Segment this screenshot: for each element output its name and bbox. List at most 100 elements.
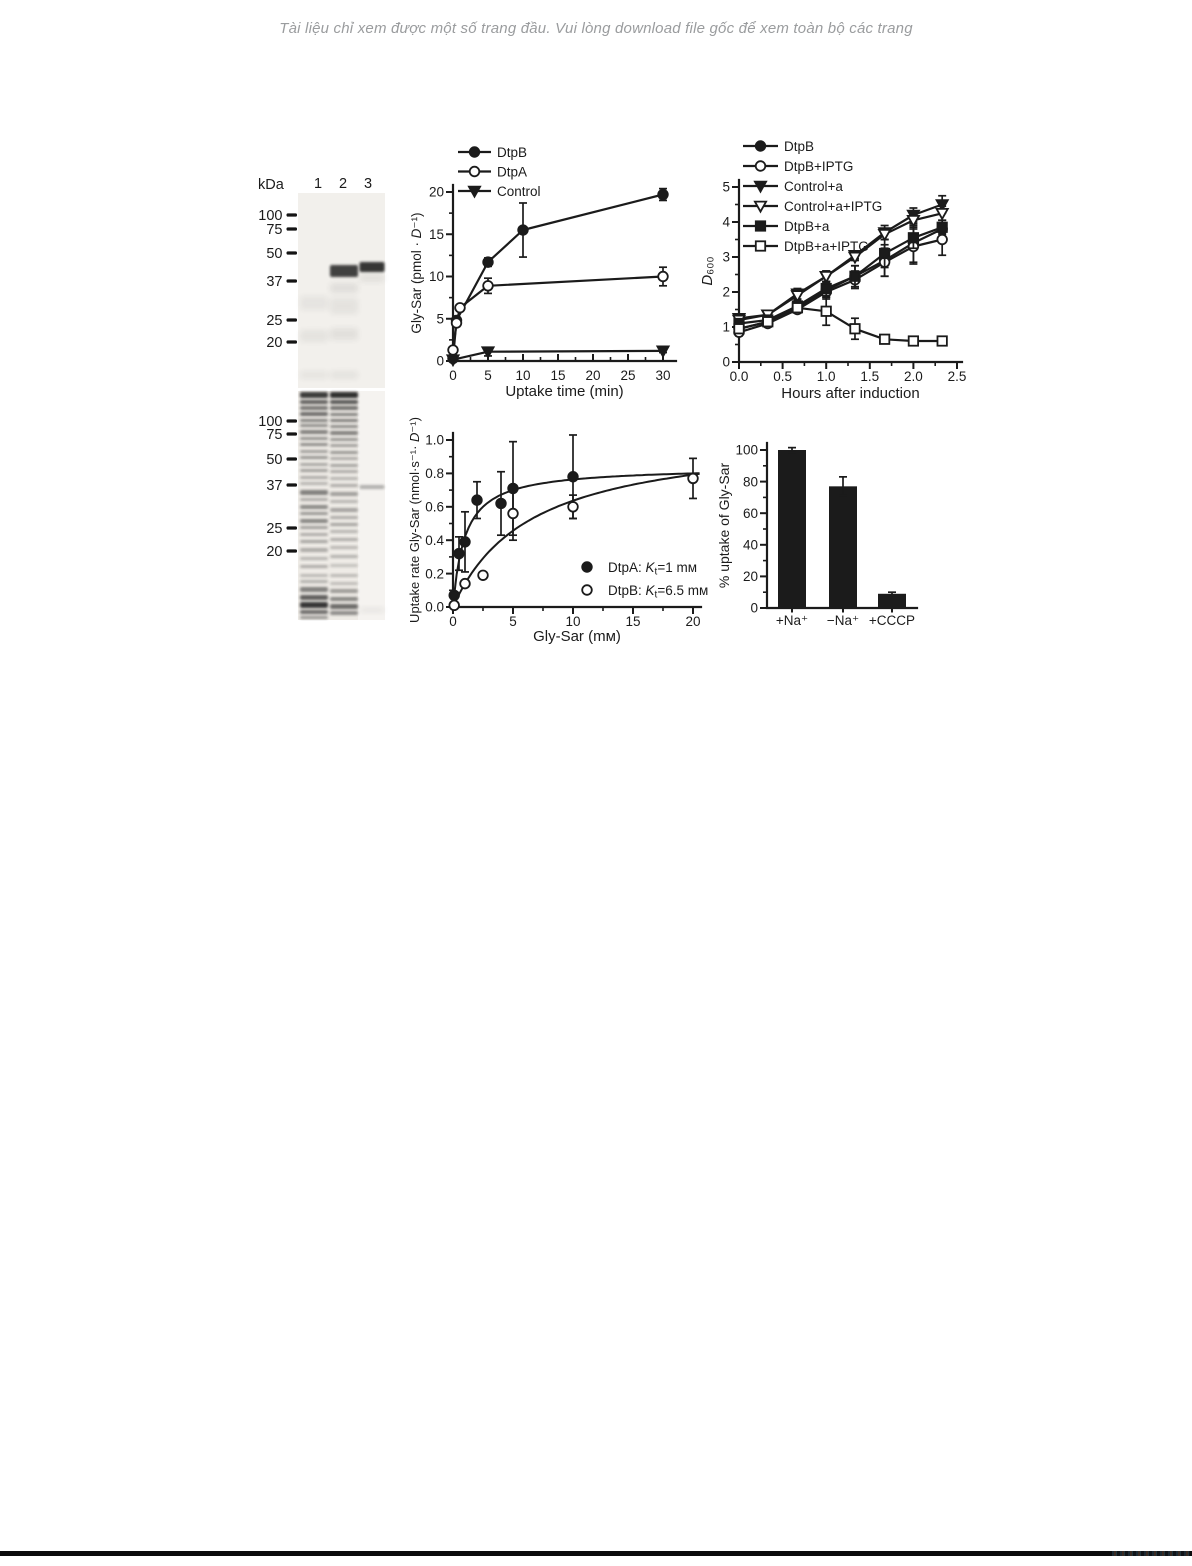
ticks: [760, 449, 767, 609]
svg-text:kDa: kDa: [258, 177, 285, 193]
svg-text:75: 75: [266, 222, 282, 238]
svg-text:10: 10: [515, 368, 530, 383]
svg-text:20: 20: [429, 185, 444, 200]
svg-text:D₆₀₀: D₆₀₀: [699, 256, 716, 285]
svg-text:20: 20: [585, 368, 600, 383]
svg-text:80: 80: [743, 474, 758, 489]
uptake-kinetics-chart: 0 5 10 15 20 0.0 0.2 0.4 0.6 0.8 1.0 Gly-Sar (mᴍ) Up…: [407, 417, 708, 645]
svg-text:1: 1: [722, 320, 730, 335]
svg-text:DtpB+a+IPTG: DtpB+a+IPTG: [784, 239, 869, 254]
series-DtpB: [447, 187, 669, 365]
series-DtpB+a+IPTG: [733, 296, 948, 347]
svg-text:1.0: 1.0: [817, 369, 836, 384]
svg-text:5: 5: [484, 368, 492, 383]
svg-text:0: 0: [449, 368, 457, 383]
svg-text:20: 20: [266, 335, 282, 351]
svg-text:25: 25: [266, 313, 282, 329]
svg-text:0.5: 0.5: [773, 369, 792, 384]
tick-labels: 0.0 0.5 1.0 1.5 2.0 2.5 0 1 2 3 4 5: [722, 180, 966, 384]
svg-text:2: 2: [722, 285, 730, 300]
svg-text:15: 15: [550, 368, 565, 383]
svg-text:0.0: 0.0: [730, 369, 749, 384]
svg-text:100: 100: [735, 443, 758, 458]
svg-text:20: 20: [743, 569, 758, 584]
svg-text:2.5: 2.5: [948, 369, 967, 384]
svg-text:Gly-Sar (pmol · D⁻¹): Gly-Sar (pmol · D⁻¹): [409, 212, 424, 333]
svg-text:Uptake time (min): Uptake time (min): [505, 383, 623, 400]
svg-text:50: 50: [266, 452, 282, 468]
svg-text:+CCCP: +CCCP: [869, 613, 915, 628]
svg-text:20: 20: [266, 544, 282, 560]
svg-text:100: 100: [258, 414, 282, 430]
axes: [451, 183, 678, 363]
svg-text:DtpB: DtpB: [497, 145, 527, 160]
tick-labels: 0 20 40 60 80 100: [735, 443, 758, 616]
svg-text:DtpB: Kt=6.5 mᴍ: DtpB: Kt=6.5 mᴍ: [608, 583, 708, 601]
svg-text:2.0: 2.0: [904, 369, 923, 384]
svg-text:0.4: 0.4: [425, 533, 444, 548]
svg-text:4: 4: [722, 215, 730, 230]
bars: +Na⁺ −Na⁺ +CCCP: [776, 446, 915, 628]
page-bottom-border: [0, 1551, 1192, 1556]
svg-text:Control+a+IPTG: Control+a+IPTG: [784, 199, 882, 214]
svg-text:5: 5: [509, 614, 517, 629]
svg-text:DtpB+a: DtpB+a: [784, 219, 830, 234]
svg-text:50: 50: [266, 246, 282, 262]
page-bottom-artifact: [1112, 1551, 1190, 1556]
growth-curve-chart: 0.0 0.5 1.0 1.5 2.0 2.5 0 1 2 3 4 5 Hours after indu…: [699, 139, 966, 402]
svg-text:Hours after induction: Hours after induction: [781, 385, 919, 402]
svg-text:60: 60: [743, 506, 758, 521]
svg-text:5: 5: [722, 180, 730, 195]
legend: DtpA: Kt=1 mᴍ DtpB: Kt=6.5 mᴍ: [581, 560, 708, 601]
svg-text:Gly-Sar (mᴍ): Gly-Sar (mᴍ): [533, 628, 621, 645]
svg-text:Uptake rate Gly-Sar (nmol·s⁻¹·: Uptake rate Gly-Sar (nmol·s⁻¹· D⁻¹): [407, 417, 422, 623]
svg-text:40: 40: [743, 538, 758, 553]
svg-text:DtpA: DtpA: [497, 164, 527, 179]
svg-text:1: 1: [314, 176, 322, 192]
svg-text:25: 25: [266, 521, 282, 537]
ticks: [732, 186, 958, 369]
svg-text:1.0: 1.0: [425, 433, 444, 448]
svg-text:+Na⁺: +Na⁺: [776, 613, 808, 628]
series-DtpB: Kt=6.5 mᴍ: [448, 457, 700, 612]
svg-text:DtpA: Kt=1 mᴍ: DtpA: Kt=1 mᴍ: [608, 560, 697, 578]
tick-labels: 0 5 10 15 20 25 30 0 5 10 15 20: [429, 185, 671, 383]
svg-text:0.6: 0.6: [425, 500, 444, 515]
svg-text:−Na⁺: −Na⁺: [827, 613, 859, 628]
tick-labels: 0 5 10 15 20 0.0 0.2 0.4 0.6 0.8 1.0: [425, 433, 700, 629]
svg-text:Control: Control: [497, 184, 541, 199]
svg-text:3: 3: [364, 176, 372, 192]
svg-text:1.5: 1.5: [860, 369, 879, 384]
svg-text:2: 2: [339, 176, 347, 192]
svg-text:15: 15: [625, 614, 640, 629]
svg-text:37: 37: [266, 274, 282, 290]
series-DtpA: [447, 266, 669, 356]
svg-text:15: 15: [429, 227, 444, 242]
svg-text:37: 37: [266, 478, 282, 494]
svg-text:0: 0: [436, 354, 444, 369]
series-Control: [445, 345, 671, 368]
svg-text:Control+a: Control+a: [784, 179, 843, 194]
svg-text:3: 3: [722, 250, 730, 265]
svg-text:0: 0: [722, 355, 730, 370]
svg-text:75: 75: [266, 427, 282, 443]
svg-text:30: 30: [655, 368, 670, 383]
svg-text:10: 10: [565, 614, 580, 629]
svg-text:10: 10: [429, 269, 444, 284]
svg-text:0: 0: [750, 601, 758, 616]
svg-text:0.2: 0.2: [425, 566, 444, 581]
legend: DtpB DtpB+IPTG Control+a Control+a+IPTG DtpB…: [743, 139, 882, 254]
svg-text:DtpB: DtpB: [784, 139, 814, 154]
svg-text:100: 100: [258, 208, 282, 224]
preview-notice: Tài liệu chỉ xem được một số trang đầu. …: [279, 20, 913, 37]
legend: DtpB DtpA Control: [458, 145, 541, 199]
svg-text:0.8: 0.8: [425, 466, 444, 481]
ticks: [446, 191, 664, 362]
svg-text:0: 0: [449, 614, 457, 629]
svg-text:25: 25: [620, 368, 635, 383]
